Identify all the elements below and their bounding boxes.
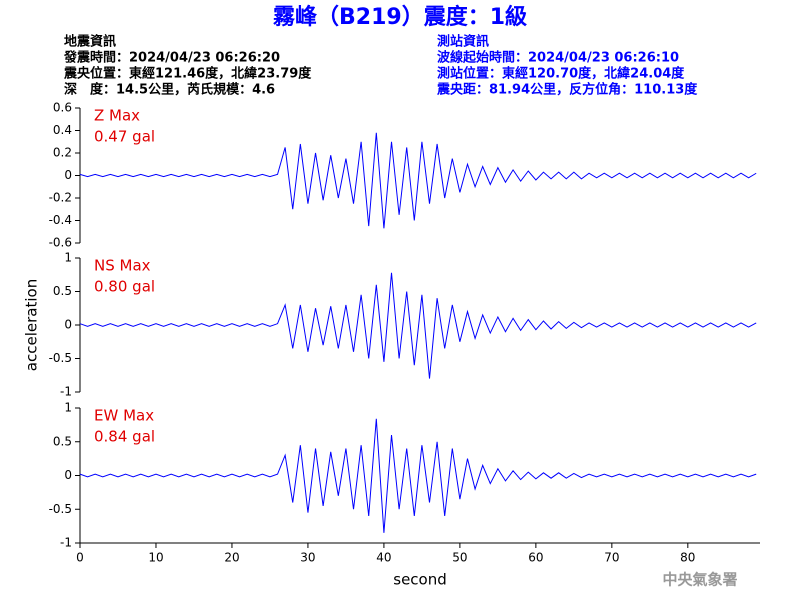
waveform	[79, 272, 757, 379]
y-tick-label: 0.5	[53, 284, 72, 298]
info-right: 震央距：81.94公里，反方位角：110.13度	[436, 82, 698, 98]
waveform	[79, 132, 757, 229]
x-tick-label: 20	[224, 551, 239, 565]
y-tick-label: -1	[60, 536, 72, 550]
x-tick-label: 60	[528, 551, 543, 565]
x-tick-label: 30	[300, 551, 315, 565]
y-tick-label: -0.5	[49, 351, 72, 365]
info-right: 測站位置：東經120.70度，北緯24.04度	[437, 66, 685, 82]
x-tick-label: 50	[452, 551, 467, 565]
x-tick-label: 80	[680, 551, 695, 565]
annotation: NS Max	[94, 257, 151, 275]
y-tick-label: -0.5	[49, 502, 72, 516]
info-left: 震央位置：東經121.46度，北緯23.79度	[63, 66, 312, 82]
y-tick-label: -0.2	[49, 191, 72, 205]
y-tick-label: 1	[64, 251, 72, 265]
info-left: 地震資訊	[64, 34, 116, 50]
y-tick-label: 0	[64, 318, 72, 332]
y-tick-label: -0.4	[49, 213, 72, 227]
info-right: 波線起始時間：2024/04/23 06:26:10	[437, 50, 679, 66]
x-tick-label: 0	[76, 551, 84, 565]
annotation: 0.84 gal	[94, 428, 155, 446]
y-tick-label: 0	[64, 168, 72, 182]
y-tick-label: 0.6	[53, 101, 72, 115]
info-left: 深 度：14.5公里，芮氏規模：4.6	[64, 82, 275, 98]
annotation: Z Max	[94, 107, 140, 125]
y-tick-label: 1	[64, 401, 72, 415]
y-tick-label: -1	[60, 385, 72, 399]
x-tick-label: 40	[376, 551, 391, 565]
y-tick-label: 0.5	[53, 434, 72, 448]
waveform	[79, 418, 757, 533]
info-left: 發震時間：2024/04/23 06:26:20	[63, 50, 280, 66]
title: 霧峰（B219）震度：1級	[272, 4, 527, 30]
annotation: 0.80 gal	[94, 278, 155, 296]
x-axis-label: second	[393, 571, 447, 589]
y-tick-label: -0.6	[49, 236, 72, 250]
y-axis-label: acceleration	[23, 279, 41, 371]
footer: 中央氣象署	[662, 571, 737, 589]
annotation: 0.47 gal	[94, 128, 155, 146]
annotation: EW Max	[94, 407, 154, 425]
info-right: 測站資訊	[437, 34, 489, 50]
y-tick-label: 0.4	[53, 123, 72, 137]
y-tick-label: 0.2	[53, 146, 72, 160]
x-tick-label: 10	[148, 551, 163, 565]
x-tick-label: 70	[604, 551, 619, 565]
y-tick-label: 0	[64, 468, 72, 482]
